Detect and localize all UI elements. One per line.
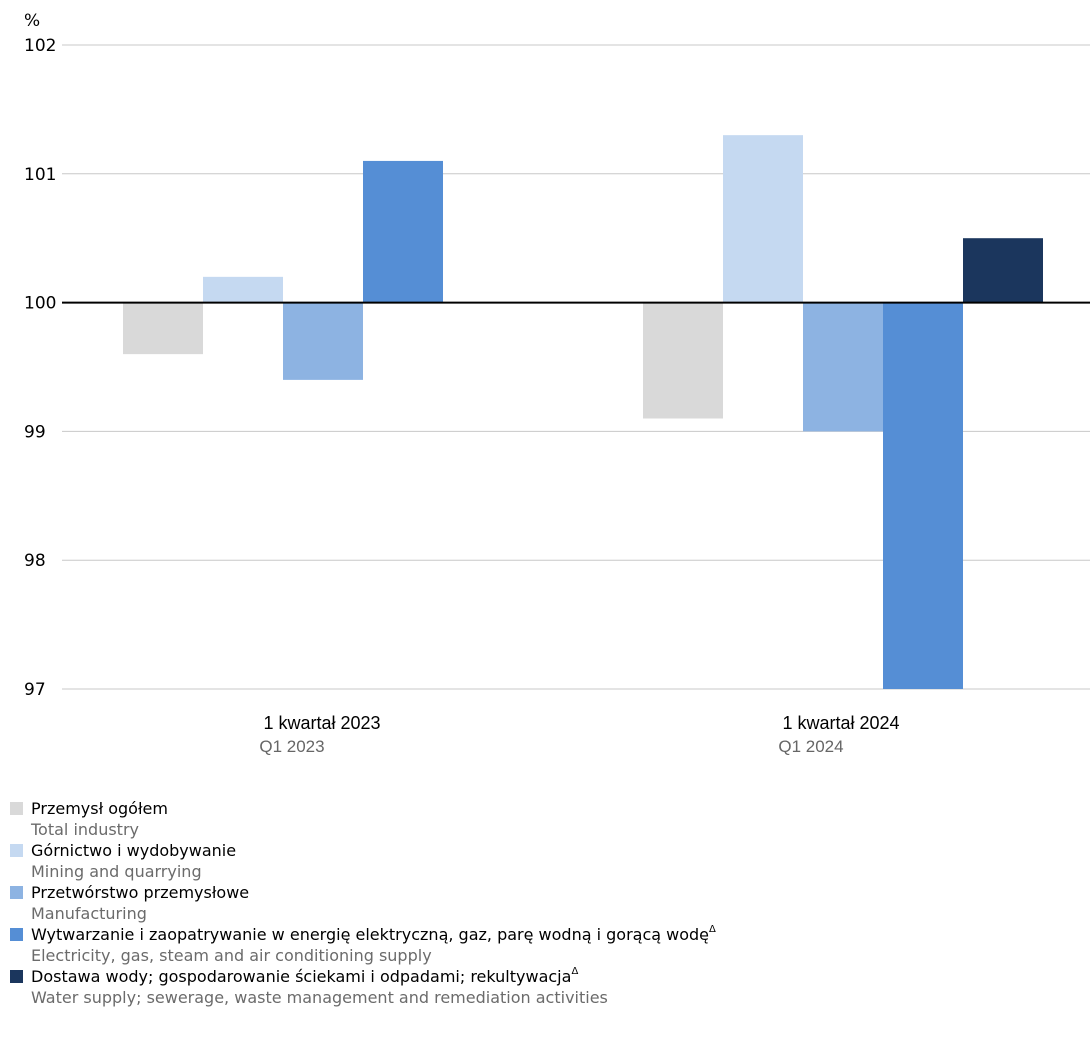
legend-swatch: [10, 802, 23, 815]
legend-sublabel: Mining and quarrying: [31, 862, 202, 881]
y-tick-label-100: 100: [24, 294, 56, 314]
y-tick-label-102: 102: [24, 36, 56, 56]
bars: [123, 135, 1043, 689]
legend-label: Dostawa wody; gospodarowanie ściekami i …: [31, 966, 579, 987]
legend-label: Przetwórstwo przemysłowe: [31, 883, 250, 902]
y-axis-label: %: [24, 11, 40, 31]
legend-label: Górnictwo i wydobywanie: [31, 841, 237, 860]
y-tick-label-98: 98: [24, 551, 46, 571]
legend-row: Wytwarzanie i zaopatrywanie w energię el…: [10, 924, 1080, 945]
legend-sublabel: Electricity, gas, steam and air conditio…: [31, 946, 432, 965]
legend-item-4: Wytwarzanie i zaopatrywanie w energię el…: [10, 924, 1080, 966]
legend-sublabel: Total industry: [31, 820, 139, 839]
y-tick-label-99: 99: [24, 422, 46, 442]
legend-sublabel: Manufacturing: [31, 904, 147, 923]
legend-swatch: [10, 928, 23, 941]
legend-row: Przemysł ogółem: [10, 798, 1080, 819]
legend-row: Dostawa wody; gospodarowanie ściekami i …: [10, 966, 1080, 987]
category-sublabel-2: Q1 2024: [778, 737, 843, 756]
legend-swatch: [10, 970, 23, 983]
bar-4-cat-1: [363, 160, 443, 303]
delta-marker: Δ: [709, 924, 716, 935]
bar-5-cat-2: [963, 238, 1043, 303]
y-tick-label-101: 101: [24, 165, 56, 185]
bar-2-cat-1: [203, 276, 283, 303]
bar-1-cat-2: [643, 302, 723, 419]
category-label-2: 1 kwartał 2024: [782, 713, 899, 733]
category-labels: 1 kwartał 2023 Q1 2023 1 kwartał 2024 Q1 20…: [259, 713, 899, 756]
legend-row: Górnictwo i wydobywanie: [10, 840, 1080, 861]
legend-item-3: Przetwórstwo przemysłowe Manufacturing: [10, 882, 1080, 924]
delta-marker: Δ: [571, 966, 579, 977]
bar-3-cat-1: [283, 302, 363, 380]
y-tick-label-97: 97: [24, 680, 46, 700]
bar-1-cat-1: [123, 302, 203, 355]
legend-label: Wytwarzanie i zaopatrywanie w energię el…: [31, 924, 716, 945]
legend-label: Przemysł ogółem: [31, 799, 168, 818]
legend: Przemysł ogółem Total industry Górnictwo i…: [10, 798, 1080, 1008]
legend-row: Przetwórstwo przemysłowe: [10, 882, 1080, 903]
legend-swatch: [10, 886, 23, 899]
category-label-1: 1 kwartał 2023: [263, 713, 380, 733]
legend-swatch: [10, 844, 23, 857]
bar-2-cat-2: [723, 135, 803, 303]
bar-4-cat-2: [883, 302, 963, 689]
legend-sublabel: Water supply; sewerage, waste management…: [31, 988, 608, 1007]
y-axis-ticks: 97 98 99 100 101 102: [24, 36, 56, 700]
legend-item-5: Dostawa wody; gospodarowanie ściekami i …: [10, 966, 1080, 1008]
category-sublabel-1: Q1 2023: [259, 737, 324, 756]
bar-3-cat-2: [803, 302, 883, 432]
legend-item-2: Górnictwo i wydobywanie Mining and quarry…: [10, 840, 1080, 882]
legend-item-1: Przemysł ogółem Total industry: [10, 798, 1080, 840]
